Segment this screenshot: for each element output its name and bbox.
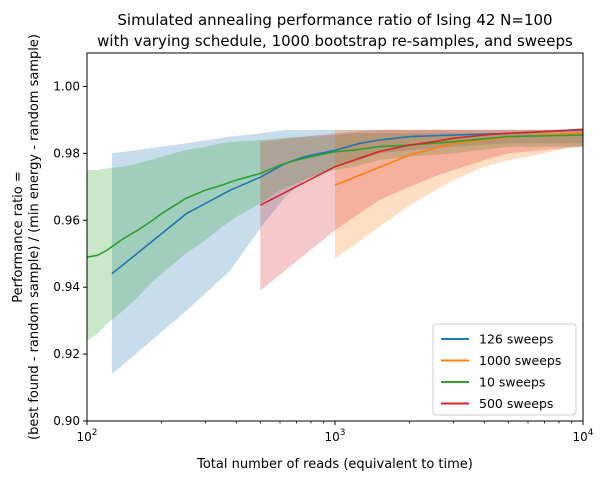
band-series-2 xyxy=(87,133,583,341)
chart-title-line1: Simulated annealing performance ratio of… xyxy=(117,11,552,29)
y-tick-label: 0.94 xyxy=(53,280,80,294)
legend-label-3: 500 sweeps xyxy=(479,396,553,411)
x-axis-label: Total number of reads (equivalent to tim… xyxy=(196,457,473,472)
legend: 126 sweeps 1000 sweeps 10 sweeps 500 sweeps xyxy=(432,323,577,416)
band-series-3 xyxy=(260,129,583,291)
y-tick-label: 0.96 xyxy=(53,213,80,227)
chart-title-line2: with varying schedule, 1000 bootstrap re… xyxy=(97,32,573,50)
x-axis: 102 103 104 xyxy=(76,421,594,444)
line-series-3 xyxy=(259,128,584,206)
line-series-2 xyxy=(86,134,584,258)
y-axis-label: Performance ratio = (best found - random… xyxy=(11,34,42,440)
line-series-0 xyxy=(111,129,584,275)
x-tick-label: 104 xyxy=(572,428,593,444)
y-axis-label-line1: Performance ratio = xyxy=(11,171,26,303)
y-axis: 0.90 0.92 0.94 0.96 0.98 1.00 xyxy=(53,79,87,428)
x-tick-label: 102 xyxy=(76,428,97,444)
legend-label-0: 126 sweeps xyxy=(479,332,553,347)
legend-label-2: 10 sweeps xyxy=(479,375,545,390)
y-axis-label-line2: (best found - random sample) / (min ener… xyxy=(27,34,42,440)
x-tick-label: 103 xyxy=(324,428,345,444)
y-tick-label: 0.98 xyxy=(53,146,80,160)
series-lines xyxy=(86,128,584,275)
legend-box xyxy=(432,323,577,416)
y-tick-label: 1.00 xyxy=(53,79,80,93)
y-tick-label: 0.92 xyxy=(53,347,80,361)
y-tick-label: 0.90 xyxy=(53,414,80,428)
legend-label-1: 1000 sweeps xyxy=(479,353,561,368)
band-series-1 xyxy=(335,129,583,259)
